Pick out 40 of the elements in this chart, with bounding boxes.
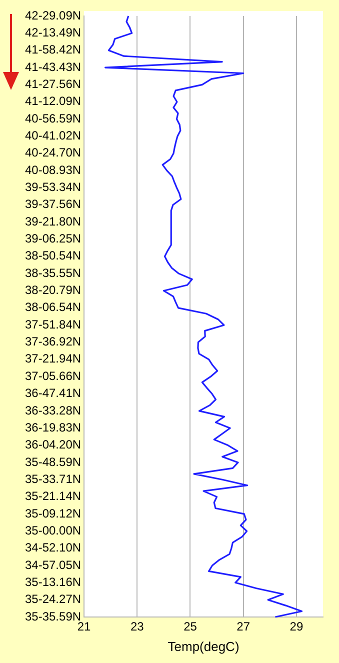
y-tick-label: 36-04.20N <box>24 438 82 452</box>
y-tick-label: 34-52.10N <box>24 540 82 555</box>
y-tick-label: 42-29.09N <box>24 8 82 22</box>
y-tick-label: 39-06.25N <box>24 232 82 246</box>
y-tick-label: 34-57.05N <box>24 558 82 572</box>
y-tick-label: 40-41.02N <box>24 128 82 143</box>
y-tick-label: 40-24.70N <box>24 146 82 160</box>
y-tick-label: 37-36.92N <box>24 334 82 349</box>
y-tick-label: 35-13.16N <box>24 574 82 589</box>
x-axis-title: Temp(degC) <box>168 638 240 654</box>
x-tick-label: 25 <box>184 620 198 634</box>
y-tick-label: 39-53.34N <box>24 180 82 194</box>
y-tick-label: 41-58.42N <box>24 42 82 57</box>
y-tick-label: 35-24.27N <box>24 592 82 606</box>
y-tick-label: 35-21.14N <box>24 489 82 504</box>
y-tick-label: 42-13.49N <box>24 25 82 40</box>
y-tick-label: 37-51.84N <box>24 317 82 332</box>
y-tick-label: 40-08.93N <box>24 162 82 177</box>
y-tick-label: 36-19.83N <box>24 420 82 434</box>
y-tick-label: 41-43.43N <box>24 60 82 74</box>
y-tick-label: 38-20.79N <box>24 283 82 298</box>
x-tick-label: 23 <box>130 620 144 634</box>
y-tick-label: 37-05.66N <box>24 368 82 383</box>
y-tick-label: 37-21.94N <box>24 352 82 366</box>
y-tick-label: 41-12.09N <box>24 94 82 108</box>
y-tick-label: 35-09.12N <box>24 506 82 520</box>
y-tick-label: 35-33.71N <box>24 472 82 486</box>
y-tick-label: 36-47.41N <box>24 386 82 400</box>
y-tick-label: 36-33.28N <box>24 403 82 418</box>
y-tick-label: 38-50.54N <box>24 248 82 263</box>
y-tick-label: 35-00.00N <box>24 523 82 538</box>
y-tick-label: 39-21.80N <box>24 214 82 228</box>
y-tick-label: 38-35.55N <box>24 266 82 280</box>
x-tick-label: 29 <box>290 620 304 634</box>
y-tick-label: 41-27.56N <box>24 77 82 91</box>
y-tick-label: 40-56.59N <box>24 111 82 126</box>
y-tick-label: 38-06.54N <box>24 300 82 314</box>
x-tick-label: 27 <box>236 620 250 634</box>
y-tick-label: 39-37.56N <box>24 197 82 212</box>
y-tick-label: 35-48.59N <box>24 454 82 469</box>
